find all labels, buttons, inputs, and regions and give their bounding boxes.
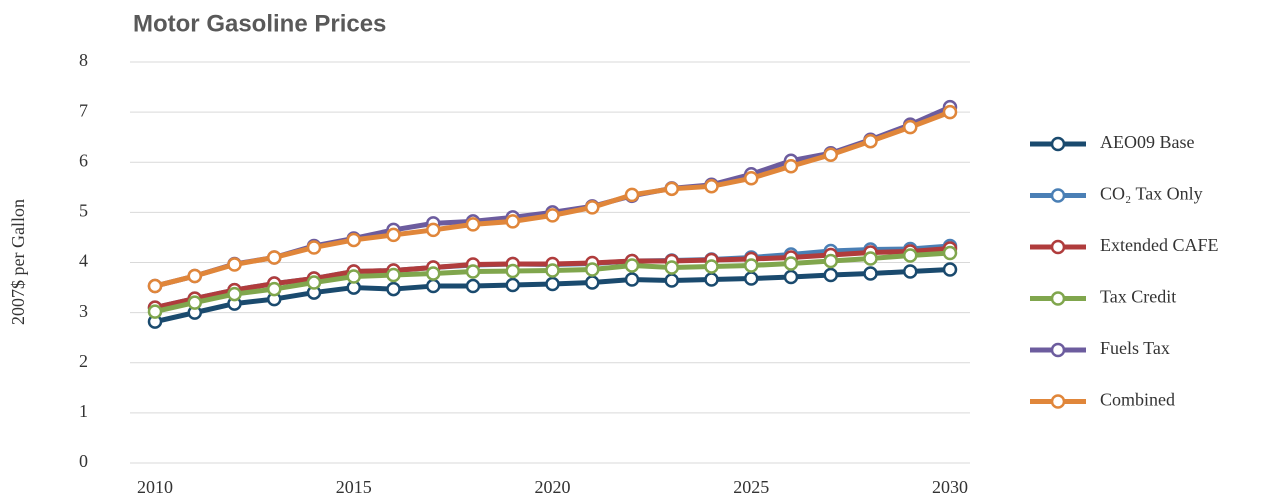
point <box>545 208 560 223</box>
point <box>267 281 282 297</box>
point <box>942 262 958 277</box>
legend-label: AEO09 Base <box>1100 132 1194 152</box>
legend-label: Fuels Tax <box>1100 338 1170 358</box>
point <box>465 264 481 279</box>
point <box>505 277 520 293</box>
legend-marker <box>1050 342 1066 358</box>
y-tick-label: 1 <box>79 401 88 421</box>
legend-marker <box>1050 291 1066 306</box>
point <box>426 266 441 281</box>
y-tick-label: 6 <box>79 150 88 170</box>
point <box>585 275 600 290</box>
point <box>823 267 838 283</box>
point <box>267 250 282 265</box>
point <box>664 181 679 197</box>
point <box>903 119 918 135</box>
point <box>386 281 401 297</box>
point <box>465 217 481 232</box>
point <box>863 251 878 266</box>
point <box>903 248 918 263</box>
point <box>863 133 878 149</box>
point <box>426 222 441 238</box>
point <box>783 269 799 285</box>
point <box>704 272 719 287</box>
point <box>624 258 640 273</box>
point <box>624 187 640 203</box>
point <box>306 275 322 290</box>
y-tick-label: 0 <box>79 451 88 471</box>
y-tick-label: 5 <box>79 201 88 221</box>
legend-label: Combined <box>1100 390 1175 410</box>
point <box>863 266 878 281</box>
point <box>783 256 799 271</box>
x-tick-label: 2015 <box>336 477 372 497</box>
y-axis-label: 2007$ per Gallon <box>8 199 28 325</box>
point <box>346 232 361 248</box>
y-tick-label: 8 <box>79 50 88 70</box>
x-tick-label: 2030 <box>932 477 968 497</box>
x-tick-label: 2025 <box>733 477 769 497</box>
point <box>426 278 441 294</box>
point <box>386 227 401 243</box>
point <box>465 278 481 294</box>
legend-label: CO₂ Tax Only <box>1100 184 1203 204</box>
point <box>147 304 163 319</box>
point <box>505 214 520 229</box>
point <box>664 260 679 275</box>
point <box>585 200 600 215</box>
point <box>823 147 838 162</box>
point <box>704 259 719 274</box>
y-tick-label: 3 <box>79 301 88 321</box>
point <box>187 268 202 284</box>
point <box>744 258 759 273</box>
legend-label: Extended CAFE <box>1100 235 1219 255</box>
legend-marker <box>1050 188 1066 203</box>
point <box>386 267 401 283</box>
y-tick-label: 2 <box>79 351 88 371</box>
point <box>624 272 640 287</box>
point <box>306 240 322 255</box>
point <box>227 257 242 272</box>
point <box>744 171 759 186</box>
point <box>664 273 679 288</box>
point <box>903 264 918 279</box>
x-tick-label: 2020 <box>535 477 571 497</box>
point <box>147 278 163 294</box>
legend-marker <box>1050 136 1066 152</box>
point <box>227 286 242 302</box>
point <box>823 253 838 269</box>
point <box>704 179 719 194</box>
point <box>744 271 759 286</box>
point <box>942 245 958 261</box>
point <box>942 104 958 120</box>
point <box>783 159 799 174</box>
point <box>346 269 361 284</box>
point <box>545 263 560 278</box>
legend-marker <box>1050 394 1066 409</box>
y-tick-label: 7 <box>79 100 88 120</box>
y-tick-label: 4 <box>79 251 88 271</box>
legend-label: Tax Credit <box>1100 287 1176 307</box>
point <box>187 295 202 310</box>
point <box>505 263 520 279</box>
chart-title: Motor Gasoline Prices <box>133 10 386 37</box>
x-tick-label: 2010 <box>137 477 173 497</box>
point <box>585 262 600 277</box>
legend-marker <box>1050 239 1066 255</box>
point <box>545 276 560 292</box>
